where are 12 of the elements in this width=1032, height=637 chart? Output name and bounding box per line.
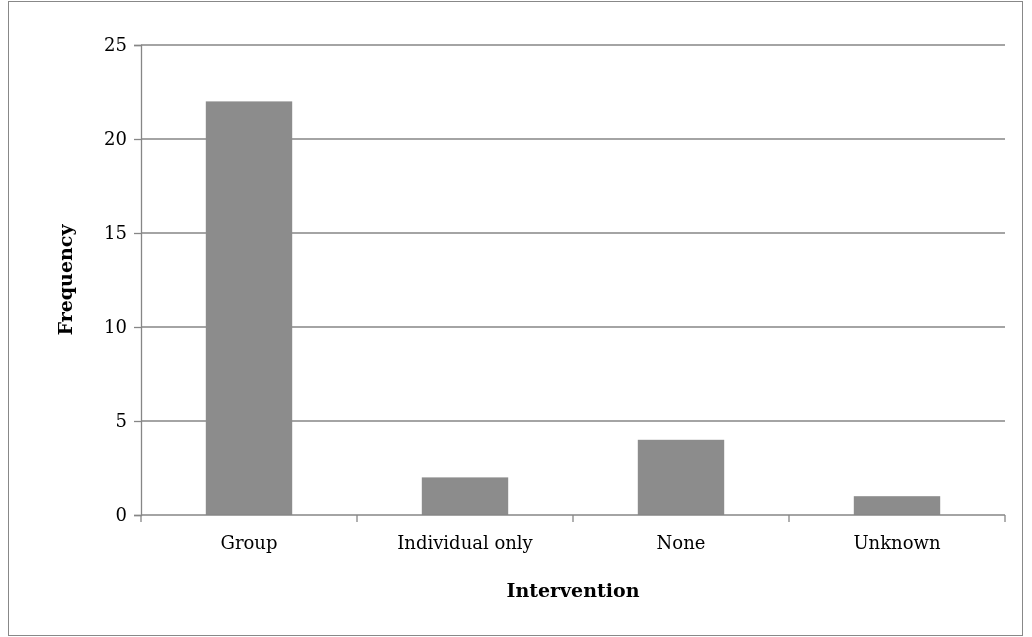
y-tick-label: 20 [104,128,127,150]
y-tick-label: 10 [104,316,127,338]
y-tick-label: 0 [115,504,127,526]
y-tick-label: 15 [104,222,127,244]
x-tick-label: Individual only [397,532,534,553]
y-axis-title: Frequency [54,223,76,336]
x-tick-label: Unknown [853,532,941,553]
y-tick-label: 5 [115,410,127,432]
x-tick-label: None [656,532,706,553]
x-axis-title: Intervention [506,579,640,601]
x-tick-label: Group [220,532,278,553]
y-tick-label: 25 [104,34,127,56]
